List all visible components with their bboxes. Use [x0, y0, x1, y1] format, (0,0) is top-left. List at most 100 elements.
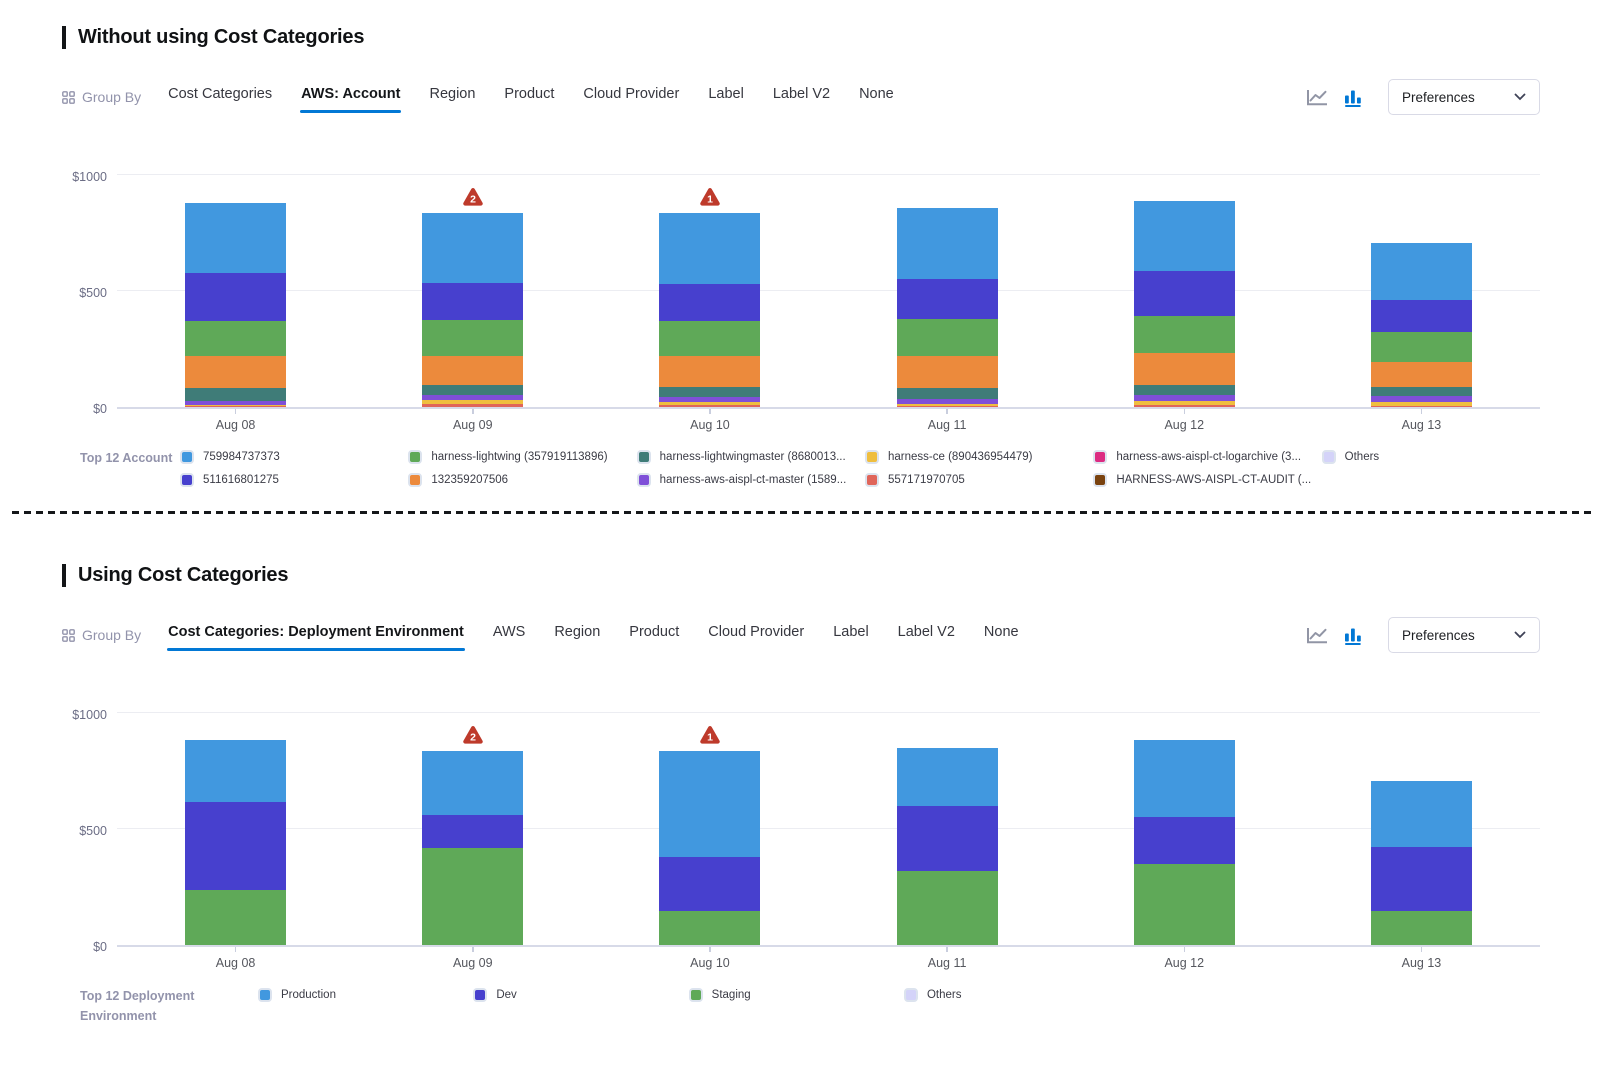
bar-segment-harness-lightwing-357919113896[interactable] — [1370, 332, 1472, 362]
legend-item-harness-aws-aispl-ct-master-1589[interactable]: harness-aws-aispl-ct-master (1589... — [636, 473, 855, 487]
line-chart-toggle[interactable] — [1306, 626, 1328, 645]
bar-segment-harness-ce-890436954479[interactable] — [1370, 401, 1472, 407]
bar-segment-dev[interactable] — [1370, 847, 1472, 912]
anomaly-badge[interactable]: 2 — [461, 187, 484, 207]
legend-item-132359207506[interactable]: 132359207506 — [408, 473, 626, 487]
bar-segment-staging[interactable] — [422, 847, 524, 945]
bar-segment-harness-lightwing-357919113896[interactable] — [185, 320, 287, 357]
bar-segment-harness-lightwingmaster-8680013[interactable] — [659, 386, 761, 397]
tab-label-v2[interactable]: Label V2 — [772, 82, 831, 113]
bar-segment-harness-ce-890436954479[interactable] — [1133, 401, 1235, 406]
tab-none[interactable]: None — [858, 82, 895, 113]
tab-region[interactable]: Region — [428, 82, 476, 113]
bar-segment-staging[interactable] — [896, 870, 998, 945]
bar-segment-dev[interactable] — [422, 814, 524, 848]
bar-segment-production[interactable] — [1370, 781, 1472, 848]
bar-segment-production[interactable] — [659, 751, 761, 858]
legend-item-others[interactable]: Others — [903, 988, 1109, 1002]
bar-segment-staging[interactable] — [1370, 911, 1472, 945]
bar-segment-harness-ce-890436954479[interactable] — [896, 404, 998, 407]
bar-segment-511616801275[interactable] — [1133, 271, 1235, 317]
bar-segment-harness-ce-890436954479[interactable] — [422, 400, 524, 405]
legend-item-511616801275[interactable]: 511616801275 — [180, 473, 398, 487]
bar-segment-511616801275[interactable] — [185, 273, 287, 321]
legend-item-staging[interactable]: Staging — [688, 988, 894, 1002]
tab-label-v2[interactable]: Label V2 — [897, 620, 956, 651]
tab-cost-categories-deployment-environment[interactable]: Cost Categories: Deployment Environment — [167, 620, 465, 651]
bar-segment-759984737373[interactable] — [422, 212, 524, 283]
bar-segment-harness-lightwingmaster-8680013[interactable] — [422, 385, 524, 396]
legend-item-557171970705[interactable]: 557171970705 — [864, 473, 1083, 487]
tab-cloud-provider[interactable]: Cloud Provider — [707, 620, 805, 651]
tab-aws[interactable]: AWS — [492, 620, 527, 651]
bar-segment-557171970705[interactable] — [1133, 405, 1235, 407]
bar-segment-harness-ce-890436954479[interactable] — [185, 404, 287, 407]
tab-aws-account[interactable]: AWS: Account — [300, 82, 402, 113]
bar-segment-harness-aws-aispl-ct-master-1589[interactable] — [422, 395, 524, 401]
bar-segment-557171970705[interactable] — [422, 404, 524, 407]
preferences-button[interactable]: Preferences — [1388, 79, 1540, 115]
bar-segment-harness-lightwingmaster-8680013[interactable] — [1370, 387, 1472, 396]
tab-label[interactable]: Label — [707, 82, 744, 113]
legend-item-harness-aws-aispl-ct-logarchive-3[interactable]: harness-aws-aispl-ct-logarchive (3... — [1093, 450, 1311, 464]
line-chart-toggle[interactable] — [1306, 88, 1328, 107]
bar-segment-staging[interactable] — [185, 890, 287, 945]
anomaly-badge[interactable]: 1 — [698, 725, 721, 745]
bar-segment-132359207506[interactable] — [896, 356, 998, 389]
preferences-button[interactable]: Preferences — [1388, 617, 1540, 653]
bar-segment-harness-aws-aispl-ct-master-1589[interactable] — [896, 399, 998, 405]
bar-segment-dev[interactable] — [659, 857, 761, 911]
legend-item-harness-lightwingmaster-8680013[interactable]: harness-lightwingmaster (8680013... — [636, 450, 855, 464]
tab-label[interactable]: Label — [832, 620, 869, 651]
legend-item-production[interactable]: Production — [258, 988, 463, 1002]
bar-segment-557171970705[interactable] — [659, 405, 761, 407]
bar-segment-production[interactable] — [896, 747, 998, 806]
bar-segment-harness-lightwingmaster-8680013[interactable] — [185, 388, 287, 401]
bar-segment-511616801275[interactable] — [422, 282, 524, 321]
bar-segment-harness-lightwing-357919113896[interactable] — [896, 319, 998, 357]
tab-product[interactable]: Product — [628, 620, 680, 651]
bar-segment-production[interactable] — [185, 740, 287, 803]
bar-segment-staging[interactable] — [1133, 863, 1235, 945]
bar-segment-132359207506[interactable] — [185, 356, 287, 389]
bar-segment-production[interactable] — [422, 751, 524, 815]
bar-segment-511616801275[interactable] — [659, 283, 761, 322]
bar-segment-harness-lightwing-357919113896[interactable] — [1133, 316, 1235, 354]
bar-segment-harness-ce-890436954479[interactable] — [659, 402, 761, 406]
legend-item-others[interactable]: Others — [1321, 450, 1540, 464]
bar-segment-759984737373[interactable] — [185, 202, 287, 274]
bar-segment-759984737373[interactable] — [896, 208, 998, 279]
bar-segment-harness-lightwing-357919113896[interactable] — [659, 321, 761, 357]
bar-segment-511616801275[interactable] — [896, 278, 998, 320]
bar-segment-dev[interactable] — [896, 805, 998, 871]
bar-segment-132359207506[interactable] — [659, 356, 761, 387]
bar-segment-harness-aws-aispl-ct-master-1589[interactable] — [185, 400, 287, 405]
bar-segment-132359207506[interactable] — [1133, 353, 1235, 385]
tab-none[interactable]: None — [983, 620, 1020, 651]
bar-chart-toggle[interactable] — [1343, 626, 1363, 645]
bar-segment-759984737373[interactable] — [1133, 201, 1235, 272]
bar-segment-harness-lightwing-357919113896[interactable] — [422, 320, 524, 356]
legend-item-759984737373[interactable]: 759984737373 — [180, 450, 398, 464]
bar-segment-759984737373[interactable] — [659, 213, 761, 284]
bar-segment-staging[interactable] — [659, 910, 761, 945]
bar-segment-dev[interactable] — [185, 802, 287, 891]
legend-item-harness-lightwing-357919113896[interactable]: harness-lightwing (357919113896) — [408, 450, 626, 464]
tab-product[interactable]: Product — [503, 82, 555, 113]
bar-segment-harness-lightwingmaster-8680013[interactable] — [1133, 384, 1235, 396]
tab-region[interactable]: Region — [553, 620, 601, 651]
bar-chart-toggle[interactable] — [1343, 88, 1363, 107]
bar-segment-dev[interactable] — [1133, 816, 1235, 864]
legend-item-dev[interactable]: Dev — [473, 988, 678, 1002]
bar-segment-557171970705[interactable] — [896, 406, 998, 407]
bar-segment-harness-aws-aispl-ct-master-1589[interactable] — [659, 396, 761, 403]
tab-cloud-provider[interactable]: Cloud Provider — [582, 82, 680, 113]
legend-item-harness-aws-aispl-ct-audit[interactable]: HARNESS-AWS-AISPL-CT-AUDIT (... — [1093, 473, 1311, 487]
bar-segment-759984737373[interactable] — [1370, 242, 1472, 300]
bar-segment-132359207506[interactable] — [1370, 361, 1472, 388]
anomaly-badge[interactable]: 1 — [698, 187, 721, 207]
bar-segment-557171970705[interactable] — [1370, 406, 1472, 407]
bar-segment-132359207506[interactable] — [422, 355, 524, 386]
bar-segment-production[interactable] — [1133, 739, 1235, 817]
bar-segment-harness-lightwingmaster-8680013[interactable] — [896, 388, 998, 400]
